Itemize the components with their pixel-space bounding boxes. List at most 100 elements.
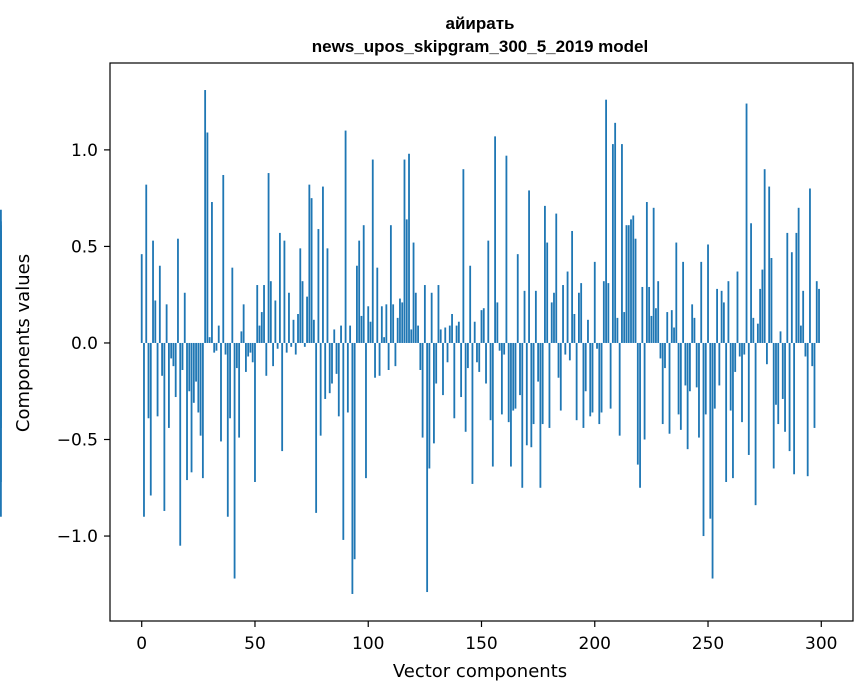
bar-211 [618,342,621,436]
y-axis-label: Components values [13,254,34,432]
bar-279 [772,342,775,469]
bars-group [0,90,820,594]
bar-83 [328,342,331,394]
bar-117 [405,219,408,343]
bar-163 [510,342,512,467]
bar-194 [580,283,583,343]
bar-238 [679,342,682,430]
bar-267 [745,103,748,343]
bar-185 [559,342,562,411]
bar-170 [525,342,528,446]
bar-147 [473,321,476,343]
bar-289 [795,232,798,343]
bar-111 [392,304,395,343]
bar-213 [623,312,626,343]
bar-85 [333,329,336,343]
bar-86 [335,342,338,374]
bar-32 [213,342,216,353]
bar-36 [222,174,225,343]
bar-100 [367,306,370,343]
bar-214 [625,225,628,343]
bar-283 [781,342,784,399]
x-tick-label: 200 [579,634,611,654]
bar-48 [249,342,252,353]
bar-67 [292,319,295,343]
bar-139 [455,325,458,343]
bar-81 [324,342,327,399]
bar-222 [643,342,646,440]
bar-63 [283,240,286,343]
bar-110 [389,225,392,343]
bar-280 [775,342,777,405]
bar-223 [645,202,648,343]
bar-176 [539,342,542,488]
bar-250 [707,244,709,343]
bar-180 [548,342,551,428]
bar-136 [448,325,451,343]
bar-105 [378,342,381,376]
bar-281 [777,342,780,425]
bar-207 [609,342,612,409]
bar-231 [664,342,666,369]
bar-253 [713,342,716,409]
x-tick-label: 250 [692,634,724,654]
bar-286 [788,342,791,452]
bar-124 [421,342,424,438]
bar-177 [541,342,544,425]
bar-138 [453,342,456,419]
bar-15 [174,342,177,398]
bar-102 [371,159,374,343]
bar-248 [702,342,705,537]
bar-143 [464,342,467,432]
bar-99 [365,342,367,479]
bar-234 [670,310,673,343]
bar-282 [779,331,782,343]
bar-40 [231,267,234,343]
bar-197 [587,319,589,343]
bar-91 [346,342,349,413]
y-tick-label: 0.0 [71,334,98,354]
bar-205 [605,99,607,343]
bar-104 [376,267,379,343]
bar-166 [516,254,519,343]
bar-155 [491,342,494,467]
bar-27 [201,342,204,479]
bar-255 [718,342,721,386]
bar-258 [725,342,728,482]
bar-210 [616,317,619,343]
bar-126 [426,342,429,593]
bar-23 [192,342,195,403]
bar-268 [747,342,750,455]
bar-219 [636,342,639,465]
bar-239 [682,261,685,343]
bar-68 [294,342,297,355]
bar-189 [568,342,571,361]
bar-33 [215,342,218,351]
x-tick-label: 0 [136,634,147,654]
bar-65 [288,292,290,343]
bar-113 [396,317,399,343]
bar-125 [423,285,426,343]
bar-275 [763,169,766,343]
bar-62 [281,342,284,452]
bar-53 [260,312,263,343]
bar-120 [412,242,415,343]
bar-277 [768,186,771,343]
bar-294 [806,342,809,477]
bar-144 [467,342,469,369]
y-tick-label: 0.5 [71,237,98,257]
bar-10 [163,342,166,511]
bar-142 [462,169,465,343]
bar-31 [211,202,213,343]
bar-270 [752,317,755,343]
bar-103 [374,342,376,378]
bar-22 [190,342,193,473]
bar-54 [263,285,265,343]
bar-243 [691,304,694,343]
bar-252 [711,342,714,579]
bar-164 [512,342,515,411]
bar-14 [172,342,175,367]
bar-132 [439,329,442,343]
bar-79 [319,342,322,436]
bar-82 [326,248,329,343]
